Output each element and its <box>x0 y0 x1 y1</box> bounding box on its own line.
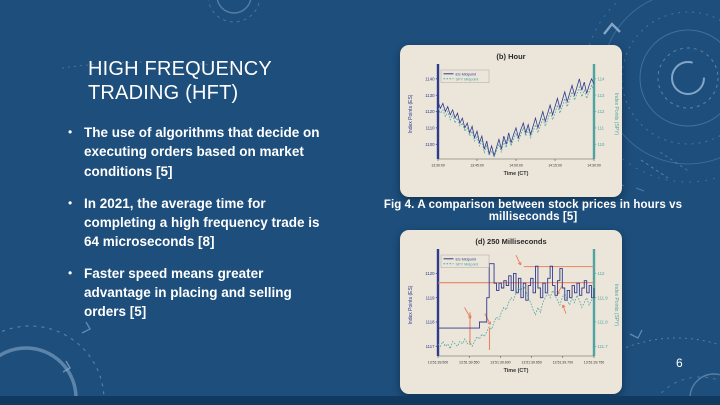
svg-text:1118: 1118 <box>426 320 436 325</box>
hour-chart: (b) Hour 1140 1130 1120 1110 1100 114 113 112 111… <box>408 52 619 177</box>
svg-text:Time (CT): Time (CT) <box>504 171 529 177</box>
text-column: HIGH FREQUENCY TRADING (HFT) • The use o… <box>64 58 354 322</box>
svg-text:114: 114 <box>598 76 605 81</box>
bullet-marker: • <box>68 266 73 281</box>
svg-text:112: 112 <box>598 271 605 276</box>
bullet-marker: • <box>68 195 73 210</box>
bullet-item: • Faster speed means greater advantage i… <box>64 264 354 321</box>
svg-text:14:00:00: 14:00:00 <box>509 164 523 168</box>
svg-text:1130: 1130 <box>425 93 435 98</box>
svg-text:111.7: 111.7 <box>598 344 609 349</box>
svg-text:SPY Midpoint: SPY Midpoint <box>456 77 480 81</box>
svg-text:14:15:00: 14:15:00 <box>548 164 562 168</box>
svg-text:Index Points (ES): Index Points (ES) <box>408 94 414 133</box>
svg-text:Time (CT): Time (CT) <box>504 368 529 374</box>
bullet-list: • The use of algorithms that decide on e… <box>64 123 354 321</box>
svg-text:14:30:00: 14:30:00 <box>587 164 601 168</box>
bullet-text: In 2021, the average time for completing… <box>84 195 320 249</box>
svg-text:13:51:39.750: 13:51:39.750 <box>584 361 604 365</box>
svg-text:1119: 1119 <box>426 295 436 300</box>
svg-text:SPY Midpoint: SPY Midpoint <box>456 262 480 266</box>
svg-text:13:51:39.500: 13:51:39.500 <box>428 361 448 365</box>
milliseconds-chart: (d) 250 Milliseconds 1120 1119 1118 1117 112 1… <box>408 237 619 374</box>
milliseconds-chart-card: (d) 250 Milliseconds 1120 1119 1118 1117 112 1… <box>400 230 622 394</box>
svg-text:Index Points (SPY): Index Points (SPY) <box>613 284 619 327</box>
bullet-text: The use of algorithms that decide on exe… <box>84 125 320 179</box>
figure-caption: Fig 4. A comparison between stock prices… <box>383 199 683 223</box>
svg-text:(d) 250 Milliseconds: (d) 250 Milliseconds <box>475 237 546 246</box>
svg-text:13:51:39.600: 13:51:39.600 <box>490 361 510 365</box>
svg-text:110: 110 <box>598 142 605 147</box>
bullet-item: • In 2021, the average time for completi… <box>64 194 354 251</box>
footer-bar <box>0 396 720 405</box>
hour-chart-card: (b) Hour 1140 1130 1120 1110 1100 114 113 112 111… <box>400 45 622 197</box>
svg-text:13:51:39.650: 13:51:39.650 <box>521 361 541 365</box>
svg-text:1110: 1110 <box>426 126 436 131</box>
svg-text:Index Points (SPY): Index Points (SPY) <box>613 93 619 136</box>
svg-text:(b) Hour: (b) Hour <box>496 52 525 61</box>
page-number: 6 <box>676 356 683 370</box>
svg-text:13:51:39.700: 13:51:39.700 <box>553 361 573 365</box>
svg-text:111.9: 111.9 <box>598 295 609 300</box>
svg-text:112: 112 <box>598 109 605 114</box>
svg-text:13:51:39.550: 13:51:39.550 <box>459 361 479 365</box>
svg-text:1120: 1120 <box>425 109 435 114</box>
svg-text:1140: 1140 <box>425 76 435 81</box>
svg-text:Index Points (ES): Index Points (ES) <box>408 285 414 324</box>
svg-text:1117: 1117 <box>426 344 436 349</box>
svg-text:111: 111 <box>598 126 605 131</box>
bullet-marker: • <box>68 125 73 140</box>
svg-text:1120: 1120 <box>425 271 435 276</box>
svg-text:111.8: 111.8 <box>598 320 609 325</box>
bullet-text: Faster speed means greater advantage in … <box>84 266 292 320</box>
slide-title: HIGH FREQUENCY TRADING (HFT) <box>88 58 272 104</box>
svg-text:113: 113 <box>598 93 605 98</box>
svg-text:1100: 1100 <box>425 142 435 147</box>
svg-text:ES Midpoint: ES Midpoint <box>456 257 477 261</box>
bullet-item: • The use of algorithms that decide on e… <box>64 123 354 180</box>
svg-text:13:45:00: 13:45:00 <box>470 164 484 168</box>
svg-text:ES Midpoint: ES Midpoint <box>456 72 477 76</box>
svg-text:13:30:00: 13:30:00 <box>431 164 445 168</box>
